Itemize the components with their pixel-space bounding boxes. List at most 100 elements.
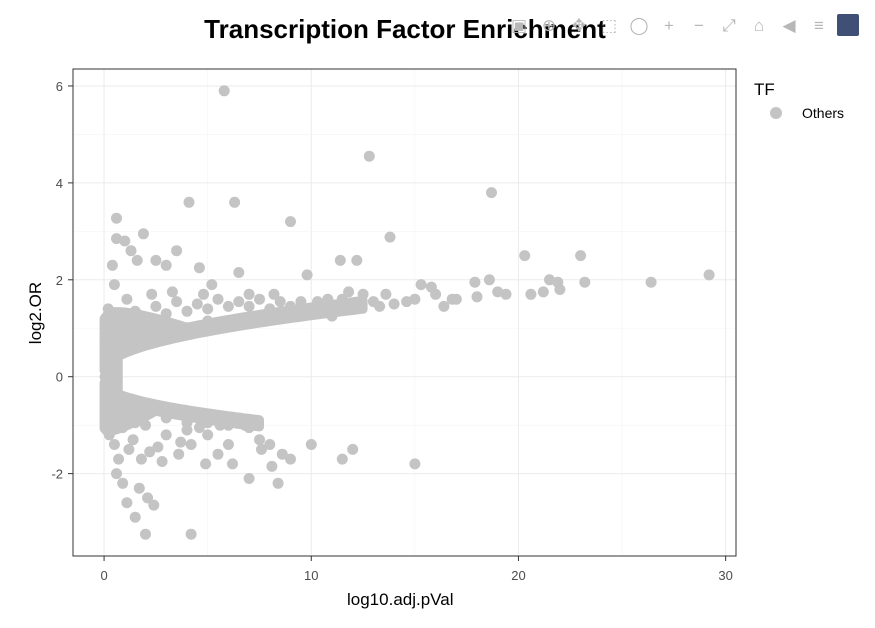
data-point[interactable] xyxy=(483,274,495,286)
data-point[interactable] xyxy=(438,300,450,312)
data-point[interactable] xyxy=(233,267,245,278)
data-point[interactable] xyxy=(285,310,296,322)
data-point[interactable] xyxy=(264,439,276,450)
data-point[interactable] xyxy=(171,245,183,257)
data-point[interactable] xyxy=(380,288,392,300)
data-point[interactable] xyxy=(129,511,141,523)
data-point[interactable] xyxy=(185,439,197,450)
data-point[interactable] xyxy=(425,281,437,293)
data-point[interactable] xyxy=(537,286,549,298)
data-point[interactable] xyxy=(166,286,178,298)
data-point[interactable] xyxy=(117,422,129,434)
data-point[interactable] xyxy=(409,458,421,470)
plotly-logo-icon[interactable] xyxy=(837,14,859,36)
data-point[interactable] xyxy=(322,293,334,305)
data-point[interactable] xyxy=(301,269,313,281)
lasso-select-icon[interactable]: ◯ xyxy=(629,15,649,35)
data-point[interactable] xyxy=(254,434,265,446)
data-point[interactable] xyxy=(274,296,286,308)
data-point[interactable] xyxy=(111,397,122,409)
data-point[interactable] xyxy=(135,325,147,337)
data-point[interactable] xyxy=(347,298,359,310)
data-point[interactable] xyxy=(193,262,205,274)
data-point[interactable] xyxy=(108,344,120,356)
data-point[interactable] xyxy=(125,245,137,257)
data-point[interactable] xyxy=(285,216,296,228)
data-point[interactable] xyxy=(645,276,657,288)
data-point[interactable] xyxy=(268,288,280,300)
data-point[interactable] xyxy=(233,296,245,308)
data-point[interactable] xyxy=(222,300,234,312)
data-point[interactable] xyxy=(146,288,158,300)
data-point[interactable] xyxy=(415,279,427,291)
data-point[interactable] xyxy=(111,212,122,224)
data-point[interactable] xyxy=(150,300,162,312)
data-point[interactable] xyxy=(140,528,151,540)
data-point[interactable] xyxy=(554,284,566,295)
data-point[interactable] xyxy=(525,288,537,300)
data-point[interactable] xyxy=(160,412,172,424)
data-point[interactable] xyxy=(243,313,255,325)
data-point[interactable] xyxy=(103,429,115,441)
data-point[interactable] xyxy=(492,286,504,298)
data-point[interactable] xyxy=(171,296,183,308)
data-point[interactable] xyxy=(193,422,205,434)
zoom-icon[interactable]: ⊕ xyxy=(541,15,557,35)
data-point[interactable] xyxy=(144,446,156,458)
data-point[interactable] xyxy=(100,317,112,329)
hover-closest-icon[interactable]: ◀ xyxy=(782,15,796,35)
data-point[interactable] xyxy=(104,414,116,426)
zoom-out-icon[interactable]: − xyxy=(694,15,704,35)
data-point[interactable] xyxy=(113,327,125,339)
data-point[interactable] xyxy=(575,250,587,262)
data-point[interactable] xyxy=(703,269,715,281)
data-point[interactable] xyxy=(113,453,125,465)
autoscale-icon[interactable]: ⤢ xyxy=(722,15,736,35)
data-point[interactable] xyxy=(117,308,129,320)
data-point[interactable] xyxy=(357,288,369,300)
data-point[interactable] xyxy=(164,320,176,332)
data-point[interactable] xyxy=(160,308,172,320)
data-point[interactable] xyxy=(117,477,129,489)
data-point[interactable] xyxy=(285,453,296,465)
data-point[interactable] xyxy=(160,429,172,441)
data-point[interactable] xyxy=(140,419,151,431)
data-point[interactable] xyxy=(131,254,143,266)
legend-item-others[interactable]: Others xyxy=(770,105,844,121)
data-point[interactable] xyxy=(276,448,288,460)
zoom-in-icon[interactable]: + xyxy=(664,15,674,35)
data-point[interactable] xyxy=(108,279,120,291)
data-point[interactable] xyxy=(200,458,212,470)
data-point[interactable] xyxy=(152,441,164,453)
data-point[interactable] xyxy=(471,291,483,303)
data-point[interactable] xyxy=(137,228,149,240)
data-point[interactable] xyxy=(243,473,255,484)
data-point[interactable] xyxy=(191,298,203,310)
data-point[interactable] xyxy=(229,196,241,208)
data-point[interactable] xyxy=(351,254,363,266)
data-point[interactable] xyxy=(111,233,122,245)
data-point[interactable] xyxy=(450,293,462,305)
data-point[interactable] xyxy=(156,456,168,467)
data-point[interactable] xyxy=(500,288,512,300)
data-point[interactable] xyxy=(401,296,413,308)
data-point[interactable] xyxy=(202,315,214,327)
data-point[interactable] xyxy=(214,419,226,431)
data-point[interactable] xyxy=(183,196,195,208)
data-point[interactable] xyxy=(519,250,531,262)
data-point[interactable] xyxy=(388,298,400,310)
data-point[interactable] xyxy=(102,303,114,315)
data-point[interactable] xyxy=(347,443,359,455)
data-point[interactable] xyxy=(256,443,267,455)
data-point[interactable] xyxy=(334,254,346,266)
data-point[interactable] xyxy=(409,293,421,305)
data-point[interactable] xyxy=(243,300,255,312)
data-point[interactable] xyxy=(142,492,154,504)
data-point[interactable] xyxy=(129,332,141,344)
data-point[interactable] xyxy=(123,317,135,329)
data-point[interactable] xyxy=(295,296,307,308)
data-point[interactable] xyxy=(469,276,481,288)
data-point[interactable] xyxy=(363,150,375,162)
data-point[interactable] xyxy=(181,417,193,429)
